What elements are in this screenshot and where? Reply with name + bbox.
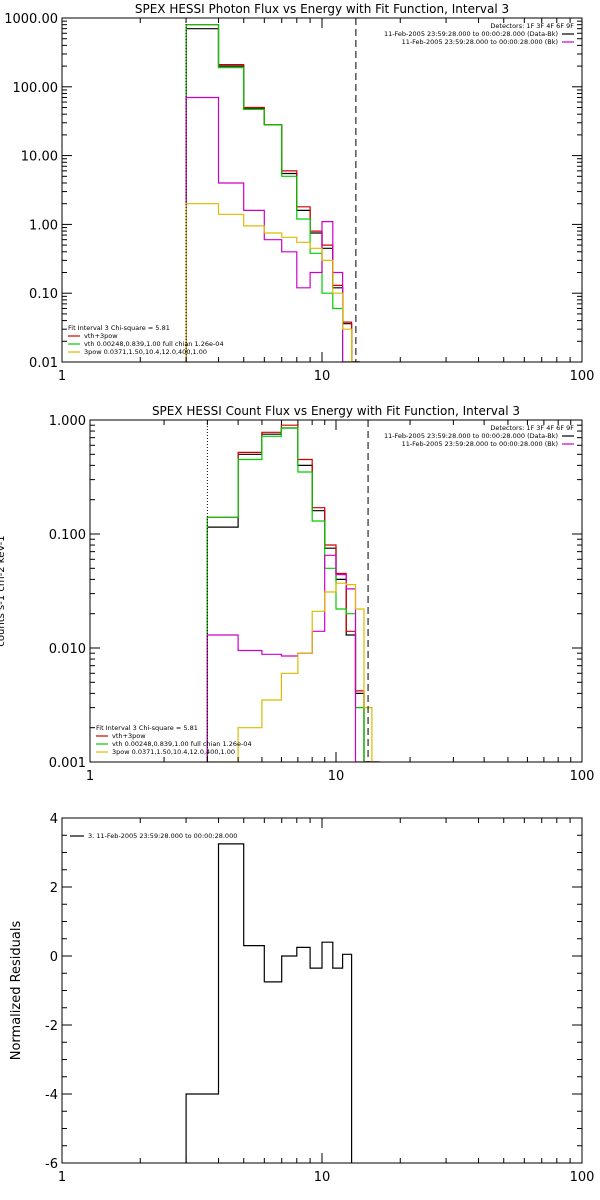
chart-panel-3: 1 10 100 -6 -4 -2 0 2 4 Normalized Residuals 3. 11… (9, 812, 594, 1185)
series-group (185, 24, 360, 362)
series-line-2 (206, 424, 380, 762)
legend-top-entry: 3. 11-Feb-2005 23:59:28.000 to 00:00:28.… (88, 832, 237, 840)
series-line-1 (185, 843, 353, 1163)
x-tick-label: 100 (570, 769, 595, 784)
legend-bottom-entry: vth+3pow (112, 732, 146, 740)
y-tick-label: 0.100 (49, 528, 86, 543)
legend-top-entry: 11-Feb-2005 23:59:28.000 to 00:00:28.000… (402, 38, 558, 46)
x-tick-label: 10 (314, 369, 331, 384)
x-tick-label: 100 (570, 1170, 595, 1185)
plot-frame (61, 817, 583, 1164)
legend-top-entry: Detectors: 1F 3F 4F 6F 9F (490, 22, 574, 30)
x-tick-label: 10 (314, 1170, 331, 1185)
y-tick-label: 0.001 (49, 756, 86, 771)
y-tick-label: 0 (50, 950, 58, 965)
y-tick-label: 10.00 (21, 150, 58, 165)
series-line-1 (206, 427, 380, 762)
y-tick-label: -4 (45, 1088, 58, 1103)
series-line-3 (185, 24, 360, 362)
legend-bottom-entry: vth+3pow (84, 332, 118, 340)
series-line-4 (206, 554, 380, 762)
chart-panel-1: SPEX HESSI Photon Flux vs Energy with Fi… (4, 2, 594, 384)
y-tick-label: 1000.00 (4, 12, 58, 27)
series-group (185, 843, 353, 1163)
legend-top-entry: 11-Feb-2005 23:59:28.000 to 00:00:28.000… (402, 440, 558, 448)
legend-top-entry: Detectors: 1F 3F 4F 6F 9F (490, 424, 574, 432)
y-tick-label: -6 (45, 1157, 58, 1172)
chart-title: SPEX HESSI Count Flux vs Energy with Fit… (152, 404, 520, 418)
y-tick-label: 0.01 (29, 356, 58, 371)
x-tick-label: 1 (86, 769, 94, 784)
y-tick-label: 4 (50, 812, 58, 827)
y-axis-label: counts s-1 cm-2 keV-1 (0, 535, 7, 646)
chart-panel-2: SPEX HESSI Count Flux vs Energy with Fit… (0, 404, 594, 784)
y-tick-label: 2 (50, 881, 58, 896)
y-tick-label: 100.00 (13, 81, 59, 96)
x-tick-label: 1 (58, 369, 66, 384)
x-tick-label: 100 (570, 369, 595, 384)
series-group (206, 424, 380, 762)
legend-bottom-entry: Fit Interval 3 Chi-square = 5.81 (68, 324, 170, 332)
y-tick-label: -2 (45, 1019, 58, 1034)
y-tick-label: 1.000 (49, 414, 86, 429)
legend-bottom-entry: 3pow 0.0371,1.50,10.4,12.0,400,1.00 (84, 348, 207, 356)
legend-top-entry: 11-Feb-2005 23:59:28.000 to 00:00:28.000… (384, 30, 558, 38)
series-line-5 (185, 203, 360, 362)
y-tick-label: 0.10 (29, 287, 58, 302)
plot-frame (61, 17, 583, 363)
legend-bottom-entry: vth 0.00248,0.839,1.00 full chian 1.26e-… (112, 740, 252, 748)
series-line-4 (185, 96, 360, 362)
legend-top-entry: 11-Feb-2005 23:59:28.000 to 00:00:28.000… (384, 432, 558, 440)
y-tick-label: 1.00 (29, 218, 58, 233)
x-tick-label: 1 (58, 1170, 66, 1185)
series-line-1 (185, 28, 360, 362)
legend-bottom-entry: 3pow 0.0371,1.50,10.4,12.0,400,1.00 (112, 748, 235, 756)
chart-title: SPEX HESSI Photon Flux vs Energy with Fi… (135, 2, 509, 16)
series-line-5 (207, 582, 380, 762)
series-line-3 (206, 427, 380, 762)
legend-bottom-entry: Fit Interval 3 Chi-square = 5.81 (96, 724, 198, 732)
y-tick-label: 0.010 (49, 642, 86, 657)
legend-bottom-entry: vth 0.00248,0.839,1.00 full chian 1.26e-… (84, 340, 224, 348)
x-tick-label: 10 (328, 769, 345, 784)
y-axis-label: Normalized Residuals (9, 921, 24, 1061)
series-line-2 (185, 24, 360, 362)
